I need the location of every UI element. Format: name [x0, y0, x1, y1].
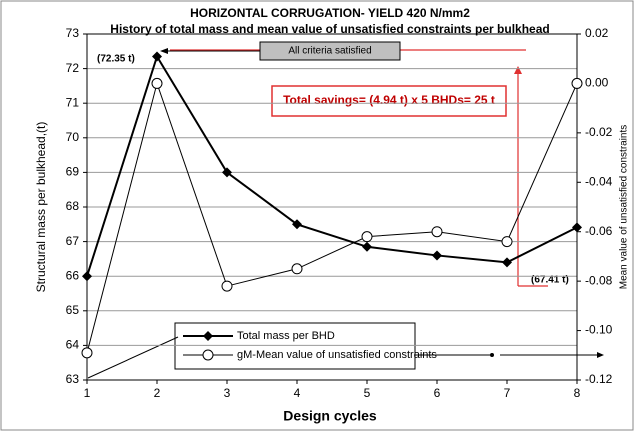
x-tick-label: 8: [574, 386, 581, 400]
point: [572, 222, 582, 233]
y-tick-label: 63: [66, 372, 80, 386]
y-tick-label: 69: [66, 165, 80, 179]
y2-tick-label: -0.04: [585, 174, 613, 188]
arrow-head: [514, 66, 522, 74]
annotation: Total savings= (4.94 t) x 5 BHDs= 25 t: [283, 93, 495, 107]
series-line: [86, 54, 578, 277]
y-tick-label: 71: [66, 95, 80, 109]
point: [222, 167, 232, 178]
x-tick-label: 5: [364, 386, 371, 400]
chart-title: HORIZONTAL CORRUGATION- YIELD 420 N/mm2: [190, 6, 470, 20]
arrow-head: [160, 48, 168, 54]
y2-tick-label: -0.02: [585, 125, 613, 139]
annotation: All criteria satisfied: [288, 46, 371, 57]
x-axis-label: Design cycles: [283, 408, 377, 424]
annotation-box: [271, 85, 507, 117]
y-tick-label: 72: [66, 61, 80, 75]
y2-tick-label: -0.08: [585, 273, 613, 287]
point: [291, 263, 303, 275]
point: [152, 51, 162, 62]
y2-tick-label: -0.12: [585, 372, 613, 386]
legend-label: Total mass per BHD: [237, 330, 335, 342]
annotation: (72.35 t): [97, 54, 135, 65]
legend-label: gM-Mean value of unsatisfied constraints: [237, 349, 437, 361]
legend-marker: [203, 331, 213, 341]
point: [432, 250, 442, 261]
x-tick-label: 7: [504, 386, 511, 400]
series-line: [86, 81, 578, 353]
y2-tick-label: -0.10: [585, 323, 613, 337]
x-tick-label: 4: [294, 386, 301, 400]
chart-subtitle: History of total mass and mean value of …: [110, 22, 549, 36]
y2-tick-label: 0.00: [585, 76, 609, 90]
x-tick-label: 2: [154, 386, 161, 400]
decor-line: [87, 336, 179, 379]
point: [151, 77, 163, 89]
point: [571, 77, 583, 89]
point: [361, 231, 373, 243]
x-tick-label: 3: [224, 386, 231, 400]
decor-dot: [490, 353, 494, 357]
point: [81, 347, 93, 359]
x-tick-label: 1: [84, 386, 91, 400]
point: [431, 226, 443, 238]
y-tick-label: 64: [66, 338, 80, 352]
y2-axis-label: Mean value of unsatisfied constraints: [619, 125, 630, 290]
y2-tick-label: -0.06: [585, 224, 613, 238]
arrow-head: [597, 352, 604, 358]
point: [292, 219, 302, 230]
point: [501, 236, 513, 248]
y-tick-label: 66: [66, 268, 80, 282]
point: [82, 271, 92, 282]
point: [362, 241, 372, 252]
y-axis-label: Structural mass per bulkhead,(t): [34, 122, 48, 293]
point: [221, 280, 233, 292]
point: [502, 257, 512, 268]
annotation-box: [259, 41, 401, 61]
y-tick-label: 70: [66, 130, 80, 144]
plot-frame: [86, 33, 578, 381]
y-tick-label: 68: [66, 199, 80, 213]
y-tick-label: 73: [66, 26, 80, 40]
y-tick-label: 65: [66, 303, 80, 317]
annotation: (67.41 t): [531, 275, 569, 286]
x-tick-label: 6: [434, 386, 441, 400]
legend: [174, 322, 416, 370]
legend-marker: [202, 349, 214, 361]
y-tick-label: 67: [66, 234, 80, 248]
y2-tick-label: 0.02: [585, 26, 609, 40]
